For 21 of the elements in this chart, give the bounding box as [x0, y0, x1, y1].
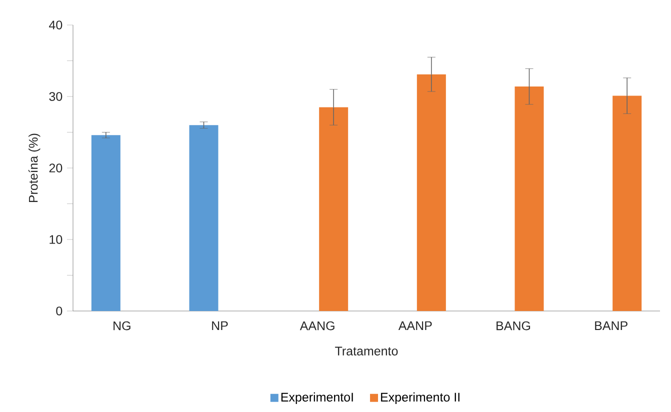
x-tick-label: AANG — [300, 321, 334, 330]
y-tick-label: 40 — [49, 20, 62, 30]
bar — [319, 107, 348, 311]
x-axis-title: Tratamento — [335, 346, 398, 356]
x-tick-label: BANG — [496, 321, 530, 330]
y-tick-label: 30 — [49, 92, 62, 101]
x-tick-label: NP — [212, 321, 228, 330]
bar — [612, 96, 642, 311]
bar — [91, 135, 120, 311]
y-tick-label: 20 — [49, 164, 62, 172]
legend-label: Experimento II — [381, 392, 460, 404]
x-tick-label: BANP — [595, 321, 628, 330]
y-tick-label: 0 — [56, 306, 62, 316]
x-tick-label: AANP — [398, 321, 432, 330]
x-tick-label: NG — [114, 321, 130, 330]
legend-label: ExperimentoI — [281, 392, 353, 404]
bar — [189, 125, 218, 311]
bar — [514, 86, 544, 311]
bar — [416, 74, 446, 311]
y-axis-title: Proteína (%) — [28, 134, 40, 202]
y-tick-label: 10 — [50, 235, 62, 244]
